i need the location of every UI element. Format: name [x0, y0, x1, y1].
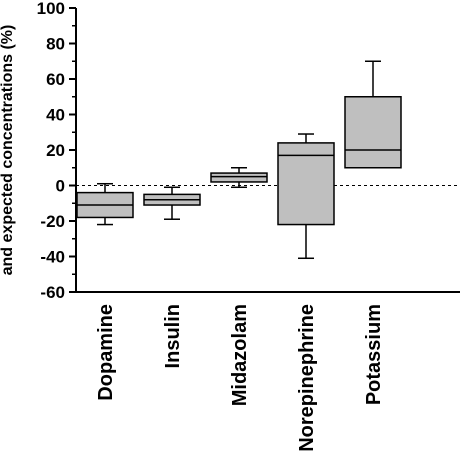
box-midazolam	[210, 167, 268, 189]
box-dopamine	[76, 182, 134, 226]
y-tick-label: 60	[46, 70, 65, 89]
y-tick-label: -40	[40, 248, 65, 267]
category-label-insulin: Insulin	[162, 304, 184, 368]
box-insulin	[143, 186, 201, 220]
box-potassium	[344, 60, 402, 169]
y-tick-label: -60	[40, 283, 65, 302]
y-tick-label: -20	[40, 212, 65, 231]
boxes	[76, 60, 402, 260]
iqr-box	[210, 172, 268, 183]
category-label-dopamine: Dopamine	[95, 304, 117, 401]
box-norepinephrine	[277, 133, 335, 260]
y-tick-label: 20	[46, 141, 65, 160]
y-axis-title: and expected concentrations (%)	[0, 25, 16, 276]
iqr-box	[344, 96, 402, 169]
y-tick-label: 0	[56, 177, 65, 196]
y-tick-label: 100	[37, 0, 65, 18]
y-tick-label: 80	[46, 35, 65, 54]
iqr-box	[277, 142, 335, 226]
category-labels: Dopamine Insulin Midazolam Norepinephrine Po…	[95, 304, 385, 452]
category-label-potassium: Potassium	[363, 304, 385, 405]
y-tick-label: 40	[46, 106, 65, 125]
category-label-midazolam: Midazolam	[229, 304, 251, 406]
y-axis-ticks: -60 -40 -20 0 20 40 60 80 100	[37, 0, 76, 302]
category-label-norepinephrine: Norepinephrine	[296, 304, 318, 452]
